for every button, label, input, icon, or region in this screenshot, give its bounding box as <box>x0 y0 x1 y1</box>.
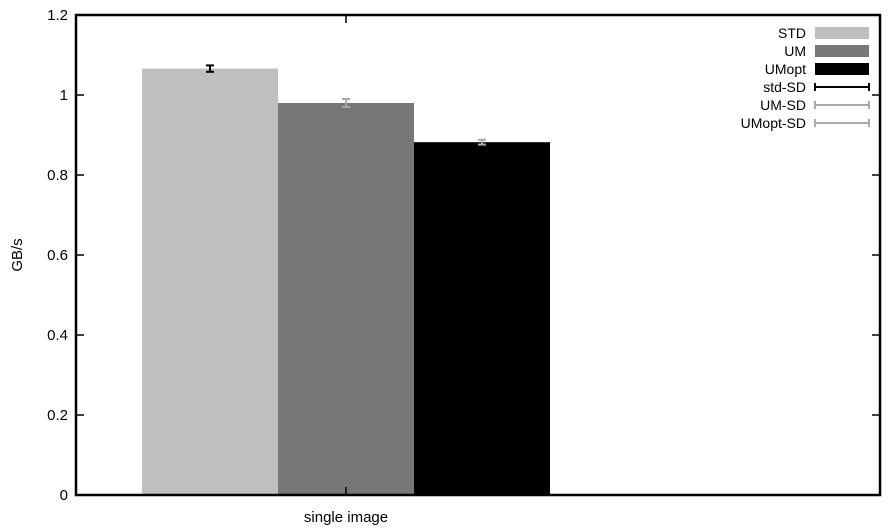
y-tick-label: 1.2 <box>47 7 68 24</box>
bar-std <box>142 68 278 495</box>
bars-group <box>142 68 550 495</box>
error-bar-um <box>342 98 350 108</box>
bar-umopt <box>414 142 550 495</box>
error-bars-group <box>206 64 486 146</box>
legend-label: UM-SD <box>760 97 806 113</box>
y-axis-label: GB/s <box>9 238 26 271</box>
y-tick-label: 0.6 <box>47 247 68 264</box>
legend-swatch-um <box>815 45 869 57</box>
legend-error-swatch <box>814 119 870 127</box>
legend-label: std-SD <box>763 79 806 95</box>
legend-label: UMopt <box>765 61 806 77</box>
y-tick-label: 0.4 <box>47 327 68 344</box>
error-bar-umopt <box>478 138 486 146</box>
legend: STD UM UMopt std-SD UM-SD UMopt-SD <box>741 25 870 131</box>
legend-swatch-std <box>815 27 869 39</box>
legend-error-swatch <box>814 101 870 109</box>
y-tick-label: 0.2 <box>47 407 68 424</box>
legend-label: UM <box>784 43 806 59</box>
y-tick-label: 0 <box>60 487 68 504</box>
error-bar-std <box>206 64 214 73</box>
legend-error-swatch <box>814 83 870 91</box>
y-tick-label: 0.8 <box>47 167 68 184</box>
legend-label: STD <box>778 25 806 41</box>
legend-swatch-umopt <box>815 63 869 75</box>
axes-group: 0 0.2 0.4 0.6 0.8 1 1.2 <box>47 7 882 504</box>
bar-um <box>278 103 414 495</box>
y-tick-label: 1 <box>60 87 68 104</box>
legend-label: UMopt-SD <box>741 115 806 131</box>
x-axis-label: single image <box>304 509 388 526</box>
